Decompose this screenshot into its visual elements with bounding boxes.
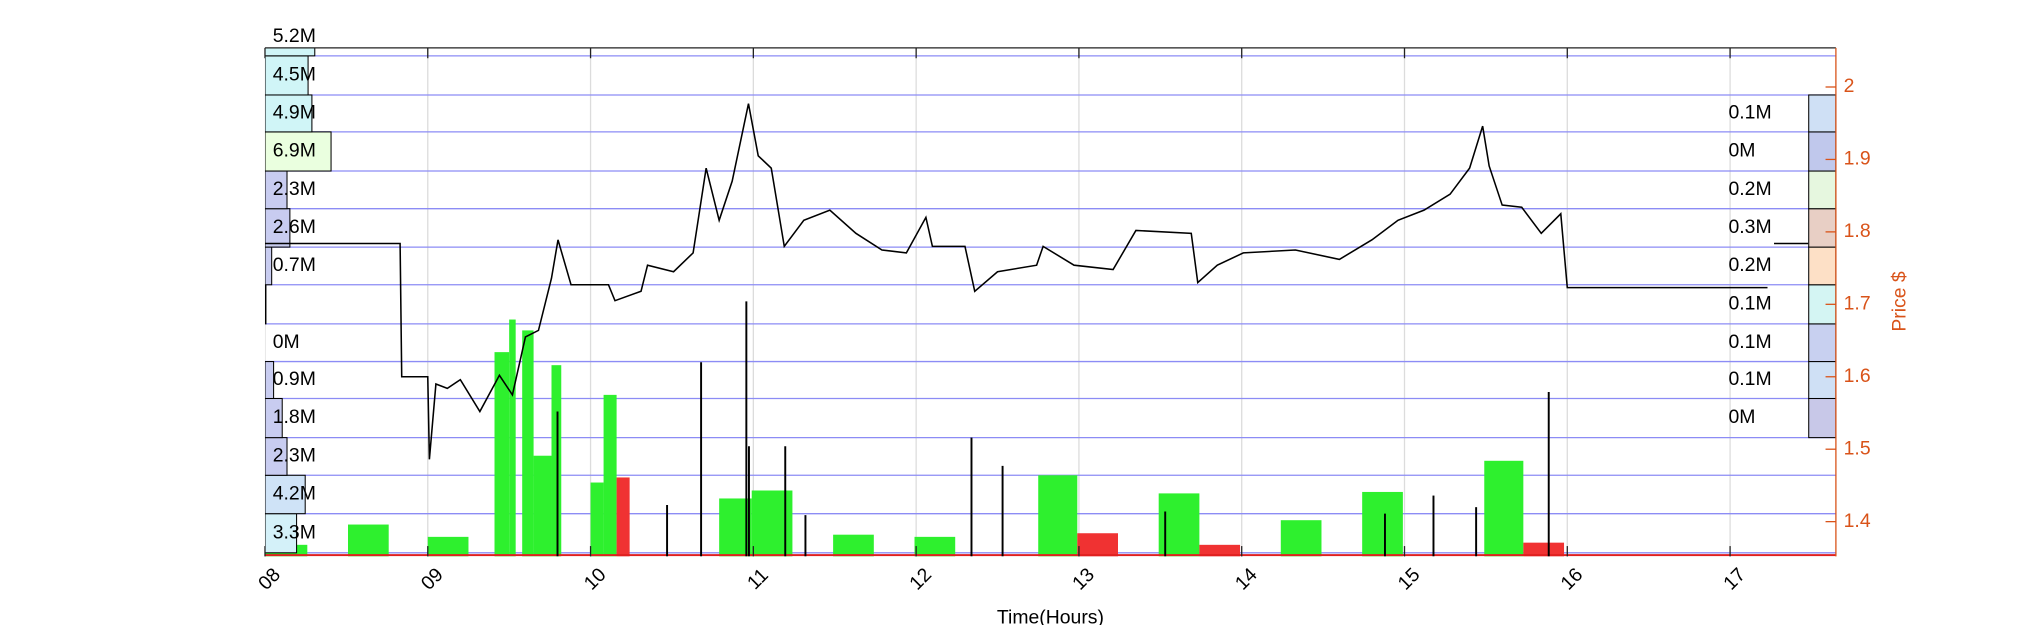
profile-label: 0.3M <box>1728 216 1771 238</box>
profile-bar <box>1808 170 1837 210</box>
profile-bar <box>1808 94 1837 133</box>
volume-bar <box>833 534 874 557</box>
volume-bar <box>348 524 389 557</box>
profile-label: 0.9M <box>273 368 316 390</box>
profile-label: 2.6M <box>273 216 316 238</box>
volume-bar <box>914 536 956 557</box>
profile-bar <box>264 361 275 400</box>
profile-bar <box>264 284 267 325</box>
y-tick-label: 1.5 <box>1844 437 1871 459</box>
volume-bar <box>494 352 510 557</box>
profile-bar <box>264 47 316 57</box>
profile-label: 3.3M <box>273 521 316 543</box>
volume-bar <box>1038 475 1078 557</box>
y-tick-label: 1.4 <box>1844 510 1871 532</box>
profile-bar <box>1808 131 1837 172</box>
profile-bar <box>1808 323 1837 363</box>
profile-label: 4.9M <box>273 102 316 124</box>
profile-label: 0.1M <box>1728 292 1771 314</box>
overlay: 08 09 10 11 12 13 14 15 16 173.3M4.2M2.3M1.8M0.9M… <box>254 25 1871 594</box>
y-tick-label: 1.6 <box>1844 365 1871 387</box>
profile-label: 5.2M <box>273 25 316 47</box>
profile-bar <box>264 55 309 96</box>
price-line <box>264 103 1809 460</box>
profile-bar <box>1808 246 1837 286</box>
profile-label: 0.1M <box>1728 331 1771 353</box>
volume-bar <box>533 455 552 557</box>
profile-label: 0M <box>1728 406 1755 428</box>
volume-bar <box>1077 533 1118 557</box>
volume-bar <box>551 365 562 557</box>
plot-area <box>264 47 1836 557</box>
profile-label: 4.5M <box>273 64 316 86</box>
profile-bar <box>264 474 306 515</box>
profile-label: 2.3M <box>273 445 316 467</box>
volume-bar <box>509 319 516 557</box>
volume-bar <box>751 490 793 557</box>
y-tick-label: 1.8 <box>1844 220 1871 242</box>
y-tick-label: 1.7 <box>1844 292 1871 314</box>
volume-bar <box>427 536 469 557</box>
profile-label: 6.9M <box>273 140 316 162</box>
profile-bar <box>264 513 298 554</box>
profile-label: 2.3M <box>273 178 316 200</box>
volume-bar <box>1280 520 1322 557</box>
profile-bar <box>264 94 313 133</box>
profile-label: 0.2M <box>1728 254 1771 276</box>
y-tick-label: 2 <box>1844 75 1855 97</box>
profile-label: 0M <box>1728 140 1755 162</box>
y-axis-label: Price $ <box>1889 271 1911 332</box>
volume-bar <box>1199 544 1241 557</box>
profile-label: 4.2M <box>273 483 316 505</box>
profile-label: 0M <box>273 331 300 353</box>
y-tick-label: 1.9 <box>1844 148 1871 170</box>
profile-bar <box>1808 208 1837 248</box>
profile-label: 0.2M <box>1728 178 1771 200</box>
profile-bar <box>1808 397 1837 439</box>
volume-bar <box>616 477 630 557</box>
volume-bar <box>603 394 617 557</box>
volume-bar <box>1362 491 1403 557</box>
volume-bar <box>590 482 604 557</box>
profile-bar <box>1808 361 1837 400</box>
volume-bar <box>522 330 534 557</box>
volume-bar <box>1523 542 1565 557</box>
profile-bar <box>264 246 273 286</box>
profile-label: 0.1M <box>1728 102 1771 124</box>
volume-bar <box>1484 460 1524 557</box>
profile-label: 0.7M <box>273 254 316 276</box>
profile-label: 0.1M <box>1728 368 1771 390</box>
profile-label: 1.8M <box>273 406 316 428</box>
x-axis-label: Time(Hours) <box>997 607 1104 625</box>
